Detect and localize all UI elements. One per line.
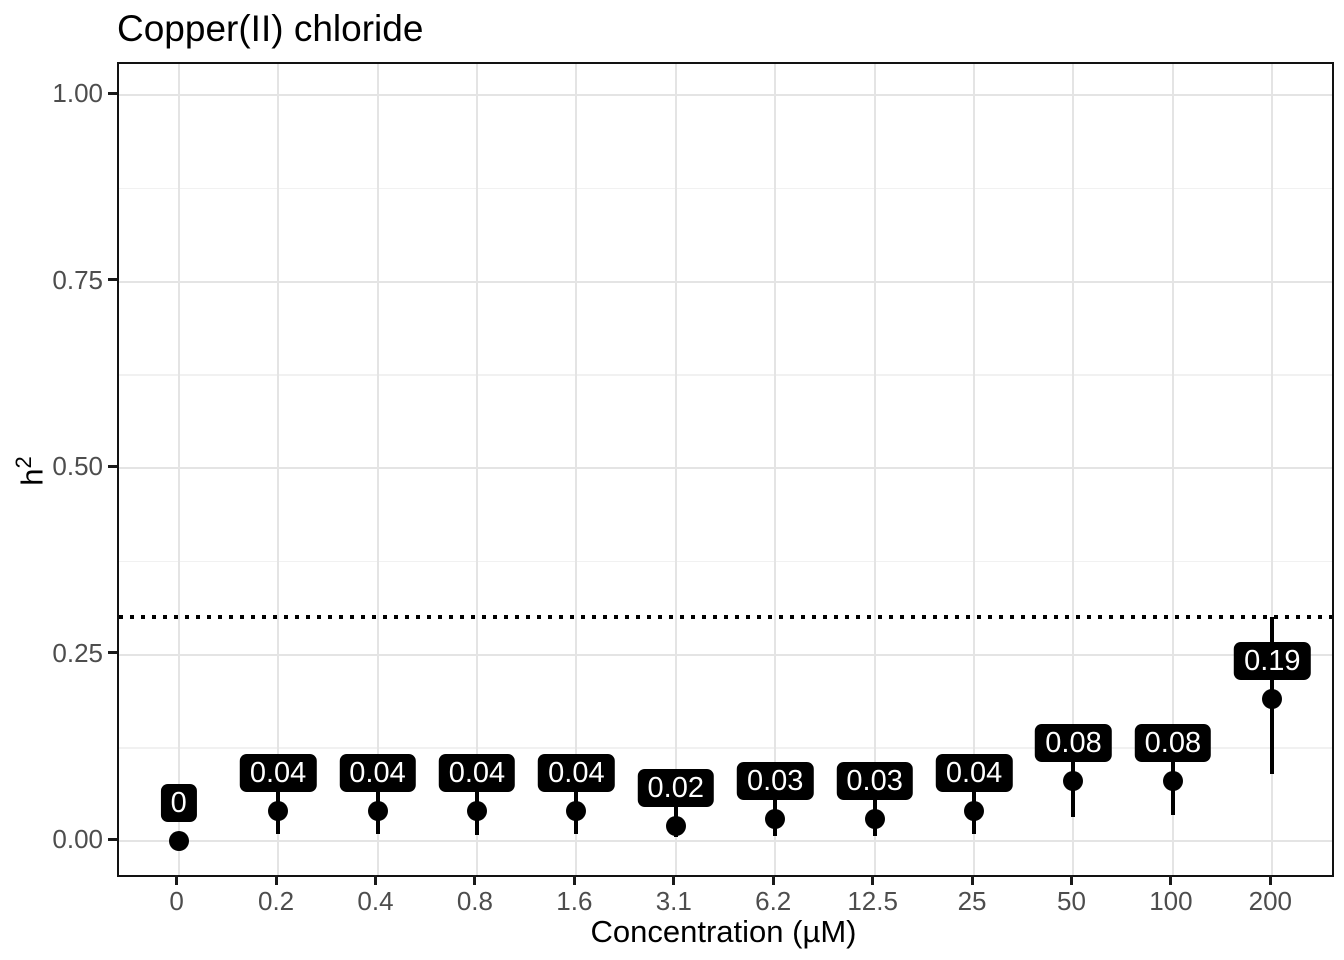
x-gridline-major bbox=[575, 64, 578, 875]
x-tick-label: 0 bbox=[169, 886, 184, 916]
x-tick-mark bbox=[1069, 875, 1073, 885]
x-gridline-major bbox=[973, 64, 976, 875]
value-label: 0.03 bbox=[836, 761, 913, 800]
y-gridline-major bbox=[119, 280, 1332, 283]
data-point bbox=[1262, 689, 1283, 710]
x-tick-label: 12.5 bbox=[847, 886, 898, 916]
data-point bbox=[168, 831, 189, 851]
x-gridline-major bbox=[774, 64, 777, 875]
value-label: 0.04 bbox=[239, 754, 317, 793]
x-gridline-major bbox=[475, 64, 478, 875]
x-tick-mark bbox=[374, 875, 377, 885]
y-tick-label: 0.25 bbox=[52, 637, 103, 668]
reference-line bbox=[119, 615, 1332, 620]
x-tick-label: 6.2 bbox=[755, 886, 792, 916]
x-tick-mark bbox=[572, 875, 576, 885]
value-label: 0.04 bbox=[339, 754, 416, 793]
value-label: 0.04 bbox=[538, 754, 615, 793]
y-tick-mark bbox=[108, 278, 117, 281]
x-tick-label: 3.1 bbox=[655, 886, 692, 916]
x-gridline-major bbox=[1271, 64, 1274, 875]
x-tick-label: 50 bbox=[1057, 886, 1086, 916]
x-tick-label: 0.4 bbox=[357, 886, 394, 916]
x-gridline-major bbox=[674, 64, 677, 875]
x-tick-mark bbox=[175, 875, 179, 885]
data-point bbox=[1162, 771, 1183, 792]
y-gridline-minor bbox=[119, 747, 1332, 749]
y-gridline-major bbox=[119, 653, 1332, 656]
x-tick-label: 1.6 bbox=[556, 886, 593, 916]
y-gridline-minor bbox=[119, 560, 1332, 562]
data-point bbox=[665, 816, 686, 837]
value-label: 0.19 bbox=[1234, 642, 1311, 681]
y-tick-mark bbox=[108, 651, 117, 654]
x-tick-mark bbox=[771, 875, 775, 885]
value-label: 0 bbox=[160, 784, 197, 822]
x-gridline-major bbox=[277, 64, 280, 875]
x-gridline-major bbox=[177, 64, 180, 875]
data-point bbox=[1063, 771, 1084, 792]
x-tick-label: 200 bbox=[1248, 886, 1293, 916]
x-tick-mark bbox=[970, 875, 974, 885]
x-tick-mark bbox=[672, 875, 676, 885]
data-point bbox=[864, 808, 885, 829]
x-tick-mark bbox=[871, 875, 875, 885]
y-tick-label: 0.00 bbox=[52, 824, 103, 854]
plot-title: Copper(II) chloride bbox=[117, 8, 424, 49]
value-label: 0.03 bbox=[736, 761, 814, 800]
value-label: 0.08 bbox=[1035, 724, 1112, 763]
data-point bbox=[466, 801, 487, 822]
x-tick-label: 100 bbox=[1149, 886, 1193, 916]
data-point bbox=[566, 801, 587, 822]
plot-panel: 0 0.04 0.04 0.04 0.04 0.02 0.03 0.03 0.04 0.08 0.0… bbox=[117, 62, 1334, 877]
value-label: 0.04 bbox=[935, 754, 1013, 793]
x-gridline-major bbox=[376, 64, 379, 875]
y-tick-mark bbox=[108, 464, 117, 468]
y-tick-mark bbox=[108, 91, 117, 95]
x-tick-mark bbox=[473, 875, 477, 885]
value-label: 0.02 bbox=[637, 769, 715, 808]
x-gridline-major bbox=[1072, 64, 1075, 875]
x-tick-label: 0.2 bbox=[258, 886, 295, 916]
y-tick-label: 0.75 bbox=[52, 264, 103, 295]
y-tick-label: 1.00 bbox=[52, 78, 103, 108]
x-gridline-major bbox=[873, 64, 876, 875]
data-point bbox=[765, 808, 786, 829]
data-point bbox=[367, 801, 388, 822]
x-tick-label: 0.8 bbox=[456, 886, 493, 916]
x-tick-mark bbox=[1268, 875, 1272, 885]
x-tick-label: 25 bbox=[957, 886, 987, 916]
data-point bbox=[268, 801, 289, 822]
value-label: 0.08 bbox=[1134, 724, 1212, 763]
x-axis-title: Concentration (µM) bbox=[590, 914, 857, 949]
x-gridline-major bbox=[1171, 64, 1174, 875]
y-gridline-minor bbox=[119, 374, 1332, 376]
y-gridline-major bbox=[119, 94, 1332, 96]
y-gridline-major bbox=[119, 467, 1332, 469]
x-tick-mark bbox=[1169, 875, 1173, 885]
y-gridline-major bbox=[119, 840, 1332, 842]
y-tick-label: 0.50 bbox=[52, 451, 103, 481]
y-gridline-minor bbox=[119, 187, 1332, 189]
value-label: 0.04 bbox=[438, 754, 516, 793]
x-tick-mark bbox=[274, 875, 278, 885]
data-point bbox=[964, 801, 985, 822]
y-tick-mark bbox=[108, 837, 117, 841]
